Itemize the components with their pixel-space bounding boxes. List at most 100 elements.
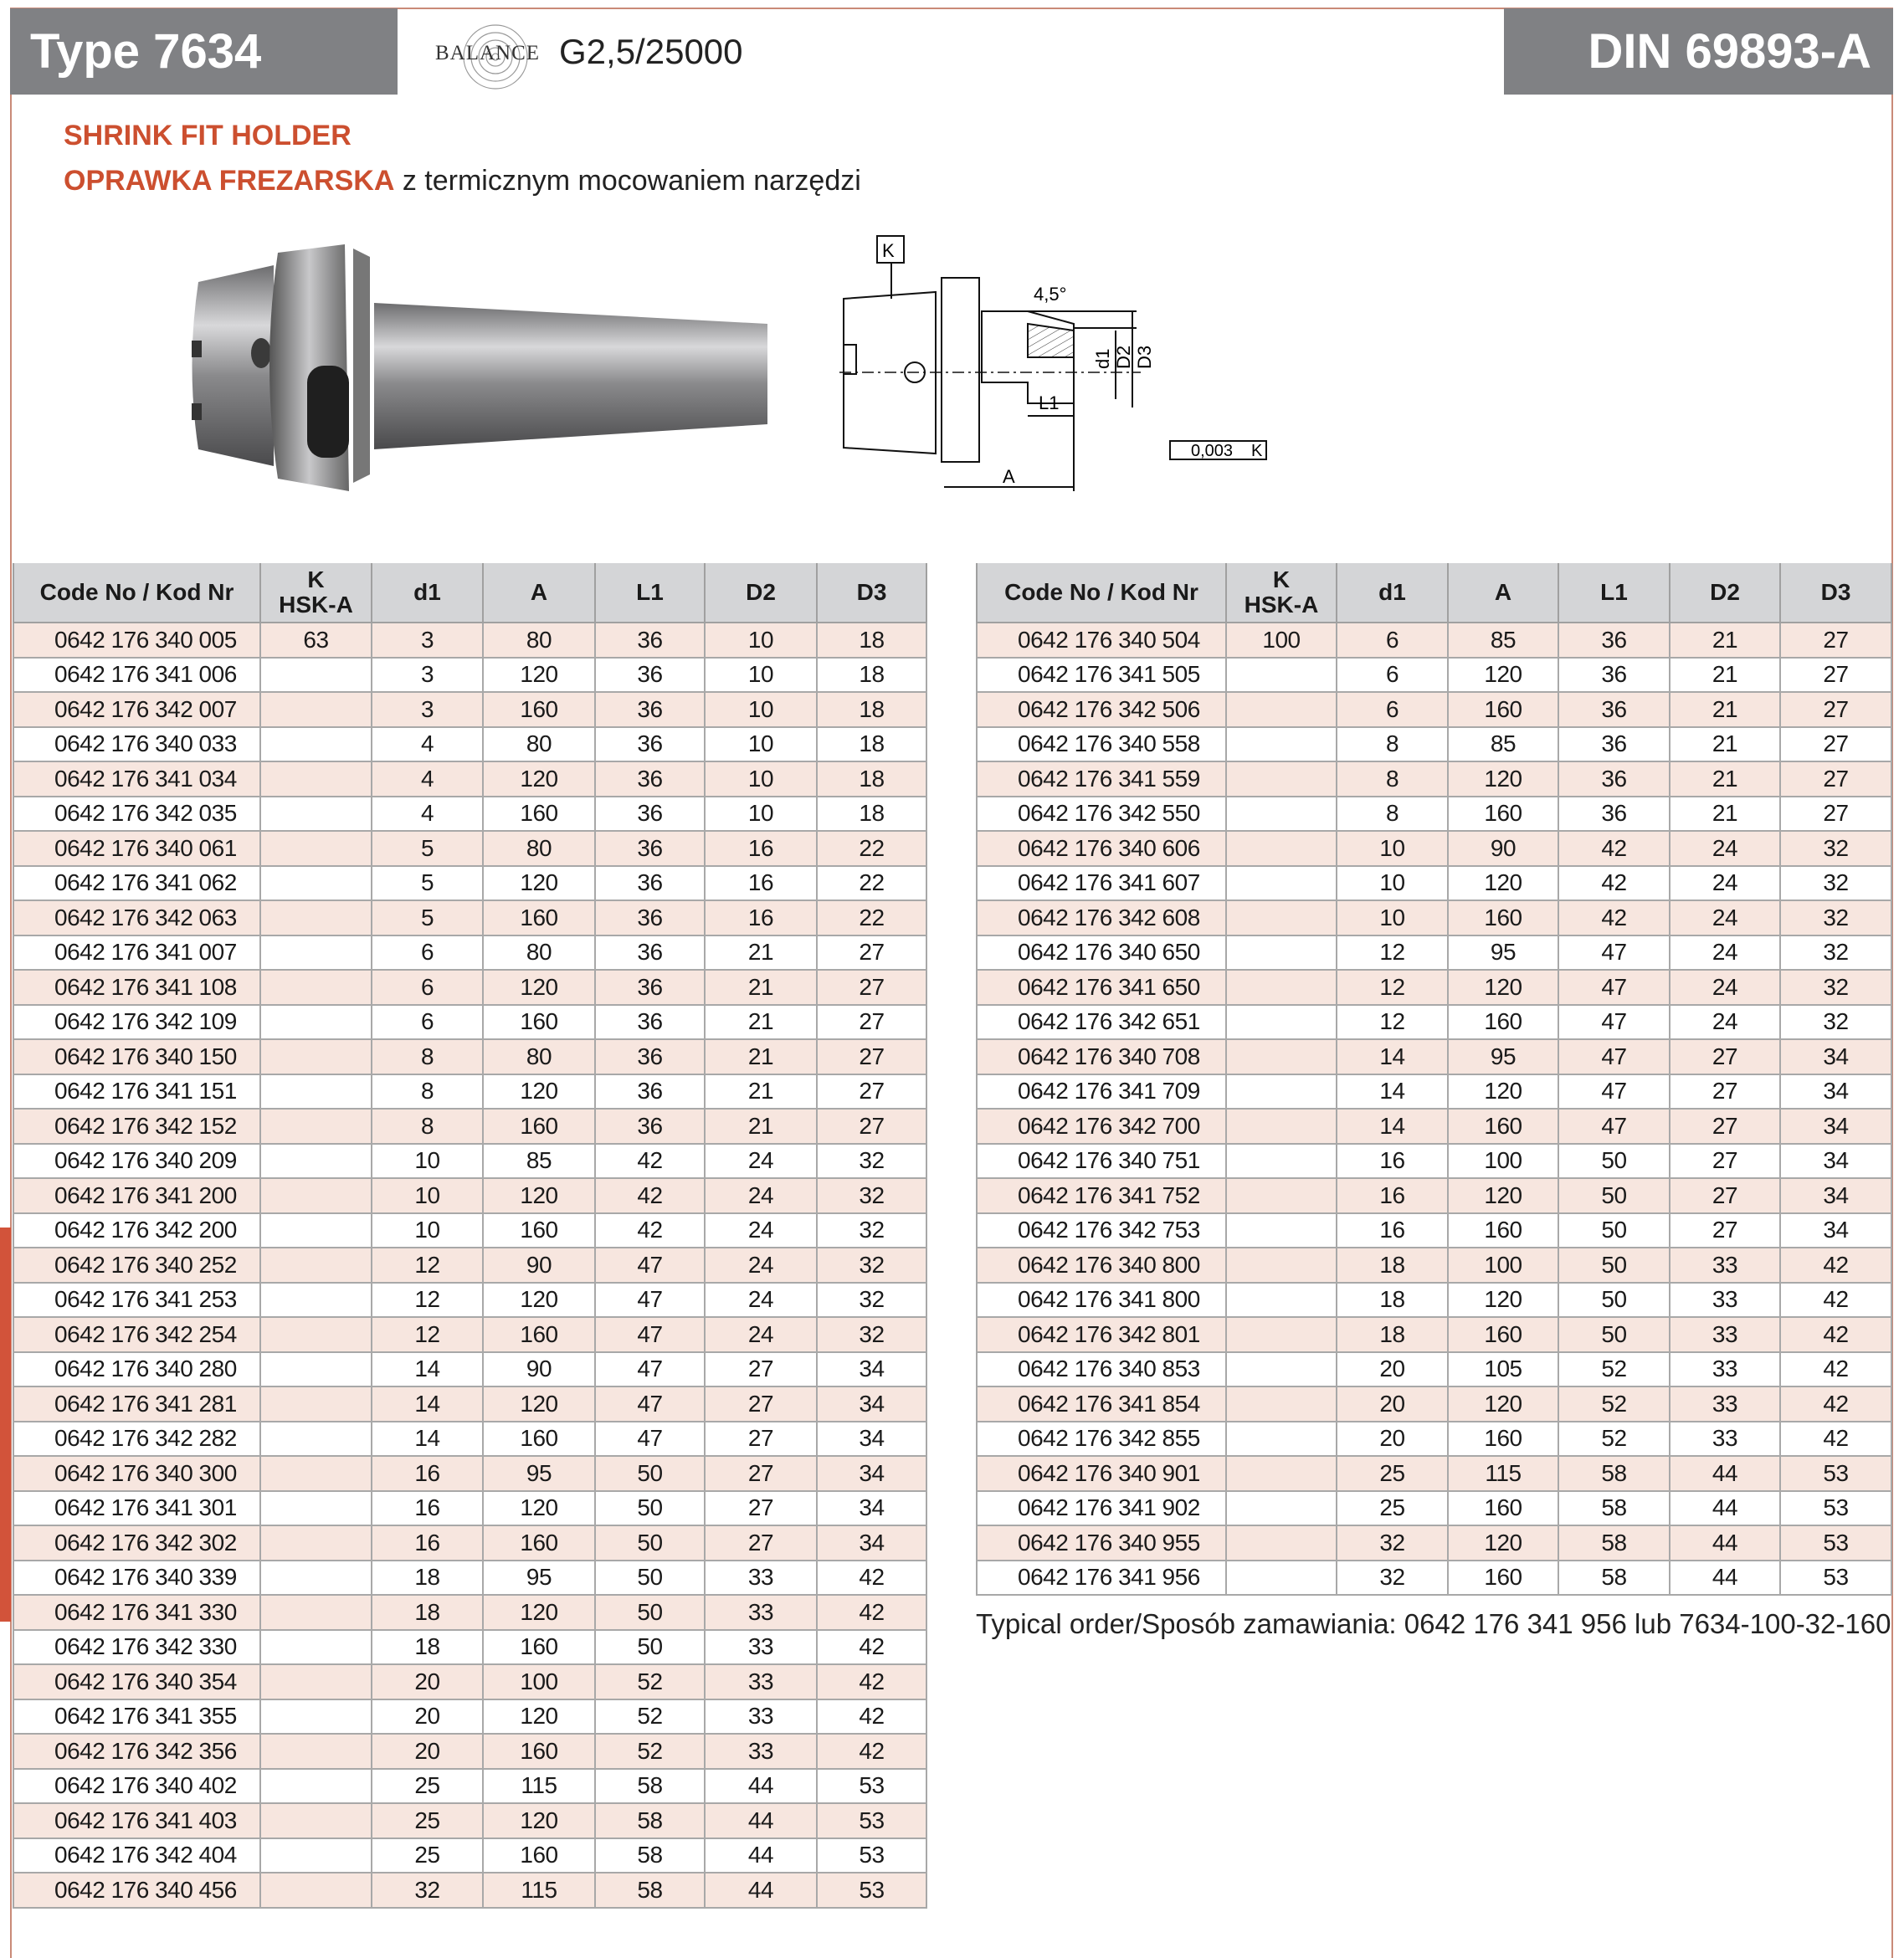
cell-k-hsk-a — [259, 796, 372, 832]
cell-a: 80 — [482, 622, 596, 659]
cell-l1: 36 — [1558, 622, 1670, 659]
cell-l1: 36 — [594, 865, 706, 901]
column-header-k-hsk-a: K HSK-A — [1225, 563, 1337, 623]
cell-a: 100 — [1447, 1143, 1559, 1179]
cell-d1: 14 — [371, 1421, 484, 1457]
cell-l1: 36 — [594, 969, 706, 1006]
cell-d3: 34 — [816, 1421, 927, 1457]
cell-d1: 10 — [1336, 865, 1449, 901]
cell-k-hsk-a — [259, 657, 372, 693]
right-table-body: 0642 176 340 504 100 6 85 36 21 27 0642 176 341… — [976, 622, 1892, 1596]
cell-d3: 42 — [816, 1629, 927, 1665]
cell-d1: 25 — [371, 1802, 484, 1839]
cell-k-hsk-a — [259, 1768, 372, 1804]
drawing-label-d2: D2 — [1113, 346, 1134, 369]
cell-d1: 32 — [1336, 1525, 1449, 1561]
cell-k-hsk-a — [259, 1108, 372, 1145]
cell-d1: 3 — [371, 622, 484, 659]
cell-a: 115 — [482, 1768, 596, 1804]
cell-d3: 42 — [816, 1663, 927, 1700]
cell-d1: 6 — [371, 935, 484, 971]
cell-a: 120 — [482, 1802, 596, 1839]
cell-d1: 16 — [1336, 1143, 1449, 1179]
cell-d3: 22 — [816, 830, 927, 867]
cell-d2: 24 — [1669, 830, 1781, 867]
cell-d1: 8 — [371, 1074, 484, 1110]
table-row: 0642 176 341 034 4 120 36 10 18 — [13, 761, 927, 797]
cell-d2: 24 — [1669, 865, 1781, 901]
cell-d1: 12 — [1336, 935, 1449, 971]
table-row: 0642 176 340 252 12 90 47 24 32 — [13, 1247, 927, 1284]
cell-d3: 34 — [1779, 1038, 1892, 1075]
cell-d3: 18 — [816, 657, 927, 693]
column-header-text: L1 — [1600, 579, 1628, 605]
cell-d3: 42 — [816, 1699, 927, 1735]
cell-d1: 12 — [1336, 1004, 1449, 1040]
table-row: 0642 176 340 955 32 120 58 44 53 — [976, 1525, 1892, 1561]
balance-logo-text: BALANCE — [435, 42, 541, 64]
table-row: 0642 176 341 355 20 120 52 33 42 — [13, 1699, 927, 1735]
cell-code: 0642 176 340 558 — [976, 726, 1227, 762]
cell-k-hsk-a — [259, 1074, 372, 1110]
table-row: 0642 176 341 330 18 120 50 33 42 — [13, 1594, 927, 1631]
balance-grade: G2,5/25000 — [559, 32, 743, 71]
cell-code: 0642 176 342 356 — [13, 1733, 261, 1770]
product-photo — [192, 244, 767, 491]
cell-l1: 52 — [1558, 1386, 1670, 1422]
cell-d1: 4 — [371, 726, 484, 762]
cell-a: 105 — [1447, 1351, 1559, 1387]
cell-a: 160 — [1447, 1490, 1559, 1526]
cell-d3: 32 — [1779, 830, 1892, 867]
cell-l1: 50 — [594, 1560, 706, 1596]
cell-a: 80 — [482, 935, 596, 971]
cell-a: 160 — [482, 1212, 596, 1248]
table-row: 0642 176 342 651 12 160 47 24 32 — [976, 1004, 1892, 1040]
cell-code: 0642 176 340 150 — [13, 1038, 261, 1075]
cell-a: 160 — [482, 1004, 596, 1040]
cell-l1: 50 — [1558, 1282, 1670, 1318]
cell-d2: 27 — [1669, 1108, 1781, 1145]
cell-a: 85 — [1447, 726, 1559, 762]
cell-k-hsk-a — [259, 761, 372, 797]
cell-l1: 36 — [594, 1108, 706, 1145]
cell-l1: 50 — [1558, 1212, 1670, 1248]
cell-d1: 20 — [371, 1663, 484, 1700]
cell-d3: 32 — [816, 1247, 927, 1284]
cell-l1: 50 — [1558, 1177, 1670, 1214]
table-row: 0642 176 340 456 32 115 58 44 53 — [13, 1872, 927, 1909]
cell-k-hsk-a — [1225, 1247, 1337, 1284]
cell-k-hsk-a — [1225, 1560, 1337, 1596]
cell-code: 0642 176 341 854 — [976, 1386, 1227, 1422]
side-accent-bar — [0, 1228, 11, 1622]
cell-l1: 50 — [1558, 1143, 1670, 1179]
table-row: 0642 176 342 330 18 160 50 33 42 — [13, 1629, 927, 1665]
cell-d2: 44 — [704, 1802, 818, 1839]
cell-code: 0642 176 342 608 — [976, 900, 1227, 936]
cell-l1: 36 — [594, 900, 706, 936]
cell-d3: 53 — [816, 1768, 927, 1804]
cell-a: 120 — [1447, 761, 1559, 797]
cell-a: 160 — [482, 1525, 596, 1561]
cell-code: 0642 176 341 559 — [976, 761, 1227, 797]
cell-k-hsk-a — [259, 1872, 372, 1909]
cell-d2: 21 — [1669, 726, 1781, 762]
cell-d3: 42 — [1779, 1282, 1892, 1318]
cell-d1: 8 — [371, 1108, 484, 1145]
column-header-d1: d1 — [371, 563, 484, 623]
table-row: 0642 176 341 006 3 120 36 10 18 — [13, 657, 927, 693]
cell-k-hsk-a — [1225, 1351, 1337, 1387]
cell-d1: 4 — [371, 796, 484, 832]
cell-l1: 50 — [594, 1490, 706, 1526]
cell-code: 0642 176 342 404 — [13, 1838, 261, 1873]
table-row: 0642 176 340 853 20 105 52 33 42 — [976, 1351, 1892, 1387]
cell-d1: 14 — [371, 1386, 484, 1422]
cell-code: 0642 176 342 254 — [13, 1316, 261, 1353]
cell-l1: 36 — [594, 622, 706, 659]
cell-k-hsk-a: 63 — [259, 622, 372, 659]
product-title-en: SHRINK FIT HOLDER — [64, 120, 352, 151]
cell-d2: 24 — [1669, 900, 1781, 936]
table-row: 0642 176 342 753 16 160 50 27 34 — [976, 1212, 1892, 1248]
cell-d1: 12 — [371, 1282, 484, 1318]
cell-d3: 18 — [816, 622, 927, 659]
cell-code: 0642 176 340 339 — [13, 1560, 261, 1596]
